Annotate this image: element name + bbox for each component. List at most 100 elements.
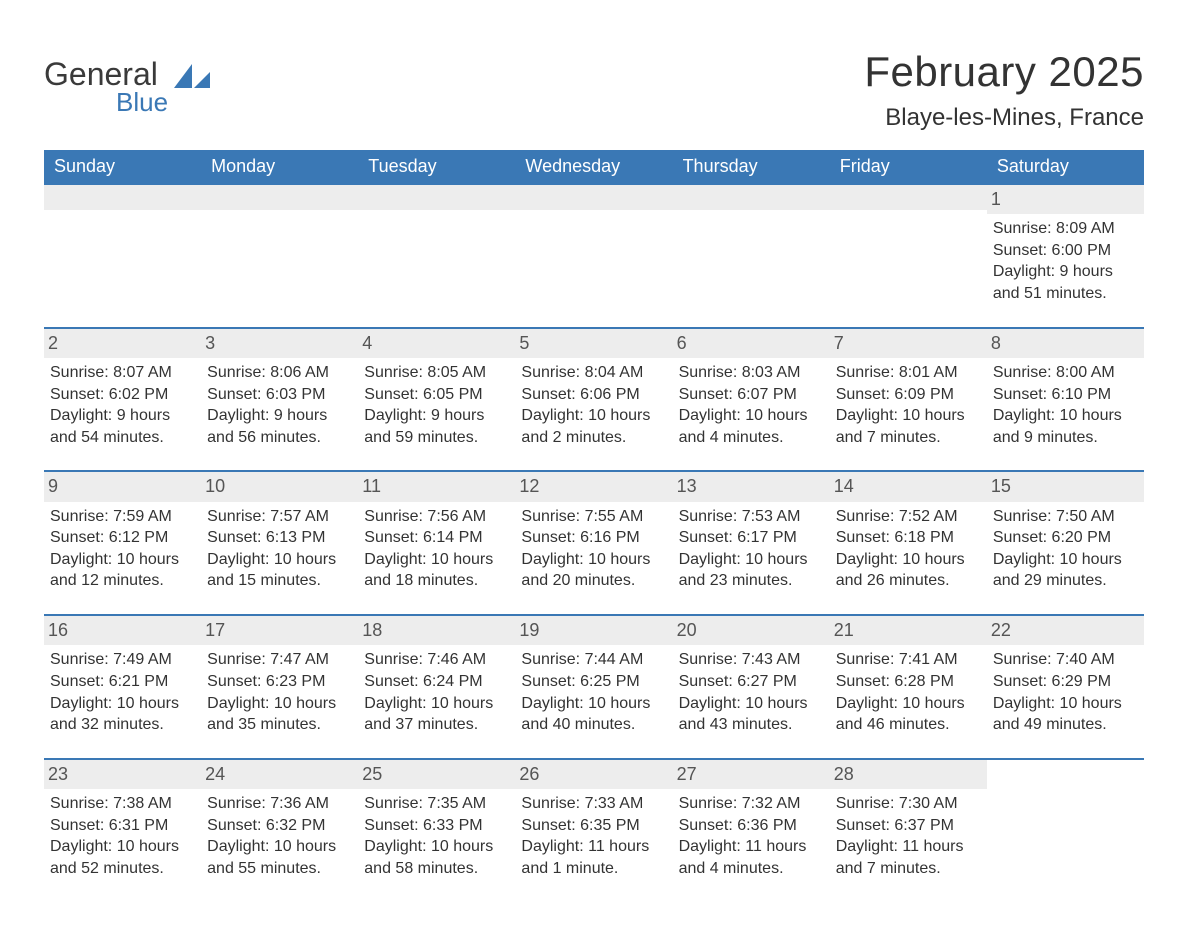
day-sunset: Sunset: 6:02 PM <box>50 384 193 406</box>
day-sunset: Sunset: 6:16 PM <box>521 527 664 549</box>
day-sunrise: Sunrise: 7:52 AM <box>836 506 979 528</box>
day-number: 10 <box>201 472 358 501</box>
day-details: Sunrise: 7:55 AMSunset: 6:16 PMDaylight:… <box>521 506 664 592</box>
day-number: 19 <box>515 616 672 645</box>
calendar-cell <box>201 185 358 328</box>
weekday-header: Thursday <box>673 150 830 185</box>
calendar-cell: 6Sunrise: 8:03 AMSunset: 6:07 PMDaylight… <box>673 328 830 472</box>
day-daylight2: and 49 minutes. <box>993 714 1136 736</box>
calendar-cell: 23Sunrise: 7:38 AMSunset: 6:31 PMDayligh… <box>44 759 201 902</box>
day-daylight1: Daylight: 10 hours <box>364 549 507 571</box>
day-daylight2: and 7 minutes. <box>836 858 979 880</box>
day-sunrise: Sunrise: 7:35 AM <box>364 793 507 815</box>
day-number: 3 <box>201 329 358 358</box>
day-number: 8 <box>987 329 1144 358</box>
day-daylight1: Daylight: 10 hours <box>679 693 822 715</box>
day-daylight1: Daylight: 10 hours <box>993 549 1136 571</box>
day-sunset: Sunset: 6:03 PM <box>207 384 350 406</box>
day-daylight2: and 54 minutes. <box>50 427 193 449</box>
day-daylight1: Daylight: 11 hours <box>679 836 822 858</box>
day-number: 23 <box>44 760 201 789</box>
day-details: Sunrise: 7:57 AMSunset: 6:13 PMDaylight:… <box>207 506 350 592</box>
day-number: 12 <box>515 472 672 501</box>
day-sunset: Sunset: 6:36 PM <box>679 815 822 837</box>
calendar-cell <box>830 185 987 328</box>
day-sunset: Sunset: 6:00 PM <box>993 240 1136 262</box>
day-details: Sunrise: 8:07 AMSunset: 6:02 PMDaylight:… <box>50 362 193 448</box>
day-sunrise: Sunrise: 7:36 AM <box>207 793 350 815</box>
day-sunrise: Sunrise: 7:41 AM <box>836 649 979 671</box>
day-details: Sunrise: 7:47 AMSunset: 6:23 PMDaylight:… <box>207 649 350 735</box>
calendar-cell: 19 Sunrise: 7:44 AMSunset: 6:25 PMDayligh… <box>515 615 672 759</box>
day-sunrise: Sunrise: 7:46 AM <box>364 649 507 671</box>
day-daylight1: Daylight: 9 hours <box>364 405 507 427</box>
day-number: 27 <box>673 760 830 789</box>
day-daylight1: Daylight: 10 hours <box>836 405 979 427</box>
day-number: 4 <box>358 329 515 358</box>
day-details: Sunrise: 7:59 AMSunset: 6:12 PMDaylight:… <box>50 506 193 592</box>
weekday-header: Saturday <box>987 150 1144 185</box>
day-daylight2: and 35 minutes. <box>207 714 350 736</box>
day-details: Sunrise: 8:03 AMSunset: 6:07 PMDaylight:… <box>679 362 822 448</box>
day-number: 11 <box>358 472 515 501</box>
day-number: 14 <box>830 472 987 501</box>
day-daylight1: Daylight: 10 hours <box>50 549 193 571</box>
day-daylight1: Daylight: 10 hours <box>836 549 979 571</box>
day-daylight2: and 37 minutes. <box>364 714 507 736</box>
day-daylight1: Daylight: 10 hours <box>993 693 1136 715</box>
weekday-header: Tuesday <box>358 150 515 185</box>
calendar-cell: 8Sunrise: 8:00 AMSunset: 6:10 PMDaylight… <box>987 328 1144 472</box>
day-sunset: Sunset: 6:09 PM <box>836 384 979 406</box>
calendar-cell: 27Sunrise: 7:32 AMSunset: 6:36 PMDayligh… <box>673 759 830 902</box>
calendar-cell: 17Sunrise: 7:47 AMSunset: 6:23 PMDayligh… <box>201 615 358 759</box>
day-details: Sunrise: 8:04 AMSunset: 6:06 PMDaylight:… <box>521 362 664 448</box>
day-details: Sunrise: 7:56 AMSunset: 6:14 PMDaylight:… <box>364 506 507 592</box>
day-number: 7 <box>830 329 987 358</box>
day-daylight1: Daylight: 11 hours <box>521 836 664 858</box>
day-number: 24 <box>201 760 358 789</box>
day-daylight1: Daylight: 10 hours <box>521 693 664 715</box>
day-daylight1: Daylight: 9 hours <box>993 261 1136 283</box>
day-details: Sunrise: 7:44 AMSunset: 6:25 PMDaylight:… <box>521 649 664 735</box>
day-daylight2: and 4 minutes. <box>679 858 822 880</box>
day-sunrise: Sunrise: 8:06 AM <box>207 362 350 384</box>
calendar-cell: 24Sunrise: 7:36 AMSunset: 6:32 PMDayligh… <box>201 759 358 902</box>
calendar-cell: 12 Sunrise: 7:55 AMSunset: 6:16 PMDayligh… <box>515 471 672 615</box>
day-sunset: Sunset: 6:13 PM <box>207 527 350 549</box>
day-sunset: Sunset: 6:28 PM <box>836 671 979 693</box>
day-sunset: Sunset: 6:18 PM <box>836 527 979 549</box>
day-sunset: Sunset: 6:27 PM <box>679 671 822 693</box>
weekday-header: Friday <box>830 150 987 185</box>
day-sunset: Sunset: 6:31 PM <box>50 815 193 837</box>
location: Blaye-les-Mines, France <box>864 104 1144 132</box>
calendar-cell: 15Sunrise: 7:50 AMSunset: 6:20 PMDayligh… <box>987 471 1144 615</box>
calendar-cell: 25Sunrise: 7:35 AMSunset: 6:33 PMDayligh… <box>358 759 515 902</box>
day-details: Sunrise: 7:33 AMSunset: 6:35 PMDaylight:… <box>521 793 664 879</box>
day-sunrise: Sunrise: 7:38 AM <box>50 793 193 815</box>
day-number <box>830 185 987 210</box>
calendar-cell: 2Sunrise: 8:07 AMSunset: 6:02 PMDaylight… <box>44 328 201 472</box>
calendar-week-row: 23 Sunrise: 7:38 AMSunset: 6:31 PM Dayligh… <box>44 759 1144 902</box>
calendar-cell: 28Sunrise: 7:30 AMSunset: 6:37 PMDayligh… <box>830 759 987 902</box>
calendar-cell: 18Sunrise: 7:46 AMSunset: 6:24 PMDayligh… <box>358 615 515 759</box>
month-title: February 2025 <box>864 48 1144 96</box>
day-sunrise: Sunrise: 7:47 AM <box>207 649 350 671</box>
day-sunrise: Sunrise: 7:57 AM <box>207 506 350 528</box>
day-number: 13 <box>673 472 830 501</box>
calendar-cell: 9Sunrise: 7:59 AMSunset: 6:12 PMDaylight… <box>44 471 201 615</box>
weekday-header: Monday <box>201 150 358 185</box>
day-sunset: Sunset: 6:07 PM <box>679 384 822 406</box>
day-details: Sunrise: 7:53 AMSunset: 6:17 PMDaylight:… <box>679 506 822 592</box>
day-details: Sunrise: 7:35 AMSunset: 6:33 PMDaylight:… <box>364 793 507 879</box>
day-details: Sunrise: 7:52 AMSunset: 6:18 PMDaylight:… <box>836 506 979 592</box>
calendar-cell <box>987 759 1144 902</box>
day-daylight1: Daylight: 9 hours <box>50 405 193 427</box>
calendar-cell: 5Sunrise: 8:04 AMSunset: 6:06 PMDaylight… <box>515 328 672 472</box>
day-sunset: Sunset: 6:33 PM <box>364 815 507 837</box>
day-daylight1: Daylight: 10 hours <box>521 405 664 427</box>
day-daylight2: and 29 minutes. <box>993 570 1136 592</box>
day-daylight2: and 58 minutes. <box>364 858 507 880</box>
day-daylight2: and 52 minutes. <box>50 858 193 880</box>
day-daylight1: Daylight: 10 hours <box>521 549 664 571</box>
day-sunrise: Sunrise: 7:56 AM <box>364 506 507 528</box>
